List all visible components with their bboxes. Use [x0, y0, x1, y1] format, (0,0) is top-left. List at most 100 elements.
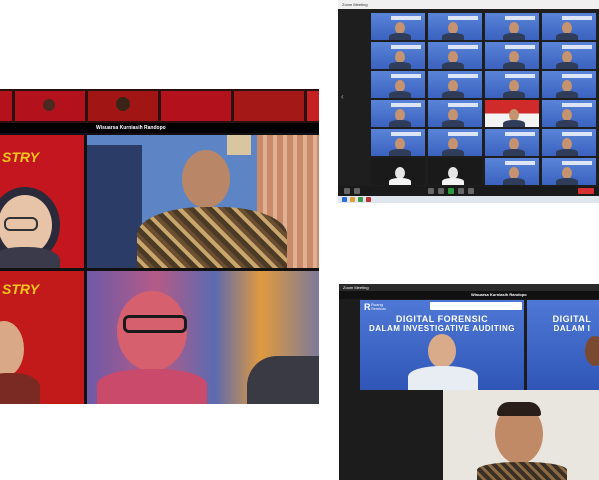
- participant-head: [509, 22, 519, 34]
- participant-video-tile[interactable]: [371, 71, 425, 98]
- glasses-icon: [123, 315, 187, 333]
- participant-video-tile[interactable]: [443, 390, 599, 480]
- participant-video-tile[interactable]: [428, 42, 482, 69]
- participant-video-tile[interactable]: [87, 135, 319, 268]
- taskbar-app-icon[interactable]: [350, 197, 355, 202]
- taskbar-app-icon[interactable]: [366, 197, 371, 202]
- participant-video-tile[interactable]: [542, 42, 596, 69]
- participant-head: [448, 109, 458, 121]
- slide-title-line2: DALAM I: [553, 324, 591, 333]
- slide-banner: [505, 161, 535, 165]
- thumbnail-tile[interactable]: [307, 91, 319, 121]
- zoom-gallery-screenshot-left: Wisuarsa Kurniasih Randopo STRY STRY: [0, 89, 319, 404]
- caption-bar: Wisuarsa Kurniasih Randopo: [0, 123, 319, 133]
- window-title: Zoom Meeting: [342, 2, 368, 7]
- mute-icon[interactable]: [344, 188, 350, 194]
- thumbnail-tile[interactable]: [15, 91, 85, 121]
- video-icon[interactable]: [354, 188, 360, 194]
- participant-head: [509, 51, 519, 63]
- banner-text: STRY: [2, 149, 40, 165]
- slide-banner: [448, 45, 478, 49]
- participant-video-tile[interactable]: [428, 100, 482, 127]
- participant-head: [562, 51, 572, 63]
- slide-banner: [505, 74, 535, 78]
- participant-head: [395, 109, 405, 121]
- participant-video-tile[interactable]: [371, 158, 425, 185]
- participant-head: [182, 150, 230, 208]
- slide-banner: [391, 16, 421, 20]
- participant-head: [509, 167, 519, 179]
- participant-video-tile[interactable]: [485, 42, 539, 69]
- slide-banner: [448, 16, 478, 20]
- slide-banner: [562, 161, 592, 165]
- participant-video-tile[interactable]: [371, 42, 425, 69]
- participant-head: [562, 138, 572, 150]
- slide-title-line1: DIGITAL FORENSIC: [395, 314, 489, 324]
- participant-video-tile[interactable]: [485, 129, 539, 156]
- thumbnail-tile[interactable]: [161, 91, 231, 121]
- sponsor-logos: [430, 302, 522, 310]
- participant-video-tile[interactable]: [428, 71, 482, 98]
- presentation-video-tile[interactable]: DIGITAL DALAM I: [527, 300, 599, 390]
- slide-banner: [562, 74, 592, 78]
- participant-head: [509, 138, 519, 150]
- participant-video-tile[interactable]: [542, 158, 596, 185]
- slide-banner: [562, 103, 592, 107]
- slide-banner: [505, 132, 535, 136]
- participant-video-tile[interactable]: [371, 100, 425, 127]
- participant-video-tile[interactable]: [542, 129, 596, 156]
- reactions-icon[interactable]: [468, 188, 474, 194]
- participant-head: [509, 80, 519, 92]
- participant-video-tile[interactable]: [371, 13, 425, 40]
- zoom-speaker-screenshot-bottom-right: Zoom Meeting Wisuarsa Kurniasih Randopo …: [339, 284, 599, 480]
- participant-video-tile[interactable]: [428, 158, 482, 185]
- slide-title-line1: DIGITAL: [552, 314, 592, 324]
- slide-banner: [505, 45, 535, 49]
- taskbar-app-icon[interactable]: [342, 197, 347, 202]
- participant-video-tile[interactable]: [485, 100, 539, 127]
- participant-head: [395, 167, 405, 179]
- bookshelf: [87, 145, 142, 268]
- speaker-head: [428, 334, 456, 368]
- chat-icon[interactable]: [438, 188, 444, 194]
- meeting-toolbar: [338, 186, 599, 196]
- slide-banner: [391, 74, 421, 78]
- banner-text: STRY: [2, 281, 40, 297]
- thumbnail-tile[interactable]: [88, 91, 158, 121]
- logo-text: Ruang Seminar: [371, 302, 386, 311]
- thumbnail-tile[interactable]: [234, 91, 304, 121]
- participant-grid: [371, 13, 597, 185]
- slide-banner: [391, 132, 421, 136]
- slide-banner: [448, 103, 478, 107]
- taskbar-app-icon[interactable]: [358, 197, 363, 202]
- participant-video-tile[interactable]: [428, 129, 482, 156]
- participant-head: [448, 51, 458, 63]
- slide-banner: [391, 45, 421, 49]
- participant-video-tile[interactable]: [542, 71, 596, 98]
- participant-video-tile[interactable]: [485, 71, 539, 98]
- participant-video-tile[interactable]: STRY: [0, 271, 84, 404]
- participant-video-tile[interactable]: [371, 129, 425, 156]
- caption-text: Wisuarsa Kurniasih Randopo: [471, 292, 527, 297]
- participant-video-tile[interactable]: [542, 100, 596, 127]
- participant-video-tile[interactable]: [485, 13, 539, 40]
- record-icon[interactable]: [458, 188, 464, 194]
- left-arrow-icon[interactable]: ‹: [341, 92, 344, 101]
- participant-head: [562, 109, 572, 121]
- slide-banner: [391, 103, 421, 107]
- slide-banner: [448, 74, 478, 78]
- participant-video-tile[interactable]: [428, 13, 482, 40]
- presentation-video-tile[interactable]: R Ruang Seminar DIGITAL FORENSIC DALAM I…: [360, 300, 524, 390]
- participant-video-tile[interactable]: [87, 271, 319, 404]
- thumbnail-tile[interactable]: [0, 91, 12, 121]
- share-screen-icon[interactable]: [448, 188, 454, 194]
- end-meeting-icon[interactable]: [578, 188, 594, 194]
- taskbar: [338, 196, 599, 203]
- window-titlebar: Zoom Meeting: [338, 0, 599, 9]
- slide-banner: [562, 16, 592, 20]
- participant-video-tile[interactable]: [485, 158, 539, 185]
- participant-video-tile[interactable]: STRY: [0, 135, 84, 268]
- participants-icon[interactable]: [428, 188, 434, 194]
- participant-video-tile[interactable]: [542, 13, 596, 40]
- participant-head: [509, 109, 519, 121]
